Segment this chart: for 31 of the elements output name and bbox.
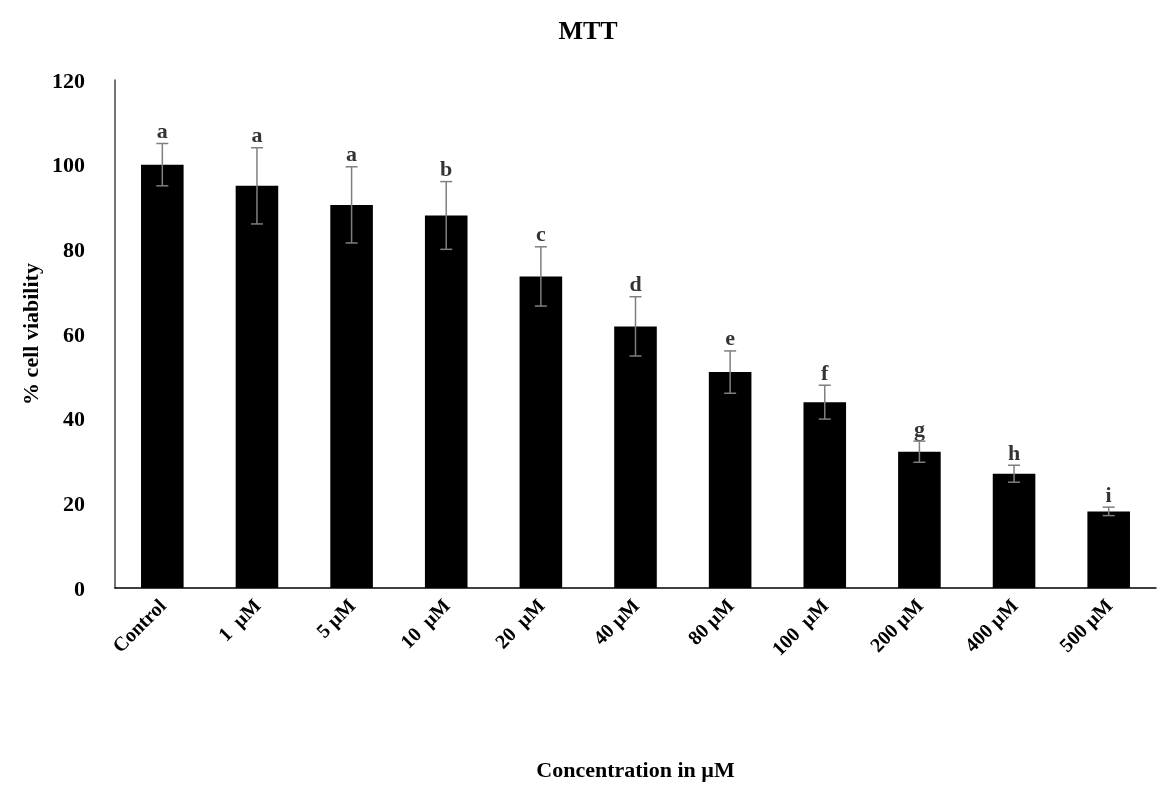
x-tick-label: 5 µM [311, 594, 361, 643]
x-tick-label: 20 µM [490, 594, 550, 654]
annotation: d [629, 271, 642, 297]
y-tick-label: 0 [74, 575, 85, 601]
x-tick-label: 1 µM [213, 594, 266, 647]
y-tick-label: 40 [63, 406, 85, 432]
x-tick-label: 400 µM [960, 594, 1023, 657]
x-tick-label: 500 µM [1054, 594, 1118, 657]
x-tick-label: 100 µM [767, 594, 834, 661]
x-tick-label: 200 µM [865, 594, 928, 657]
x-tick-label: 80 µM [683, 594, 739, 650]
annotation: e [725, 325, 736, 351]
annotation: a [251, 122, 263, 148]
annotation: h [1007, 439, 1021, 465]
y-tick-label: 120 [52, 67, 85, 93]
annotation: a [346, 141, 358, 167]
annotation: b [440, 156, 453, 182]
x-tick-label: 40 µM [588, 594, 645, 650]
y-axis-title: % cell viability [17, 263, 43, 405]
y-tick-label: 20 [63, 490, 85, 516]
annotation: i [1105, 481, 1112, 507]
x-axis-title: Concentration in µM [536, 756, 735, 782]
x-tick-label: 10 µM [395, 594, 455, 654]
chart-title: MTT [558, 15, 618, 45]
annotation: a [156, 118, 168, 143]
annotation: g [913, 415, 925, 441]
y-tick-label: 80 [63, 236, 85, 262]
y-tick-label: 100 [52, 152, 85, 178]
y-tick-label: 60 [63, 321, 85, 347]
annotation: f [821, 359, 830, 385]
annotation: c [535, 221, 546, 247]
